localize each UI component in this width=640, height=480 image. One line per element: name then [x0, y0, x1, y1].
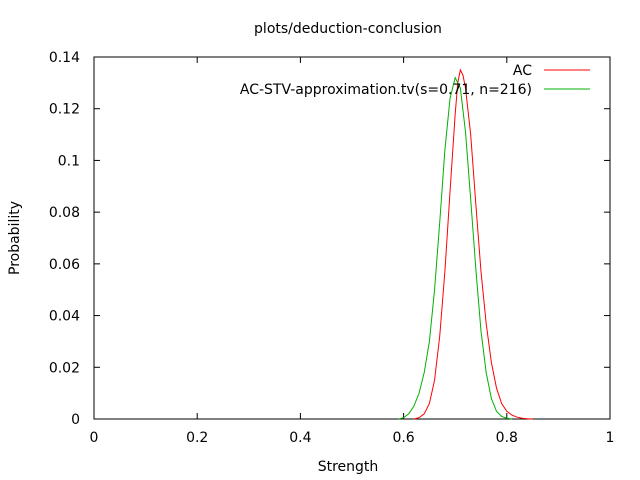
x-tick-label: 0 — [90, 430, 99, 446]
chart-title: plots/deduction-conclusion — [254, 21, 442, 37]
x-tick-label: 0.8 — [496, 430, 518, 446]
series-layer — [398, 68, 533, 420]
x-tick-label: 0.6 — [392, 430, 414, 446]
y-tick-label: 0 — [71, 412, 80, 428]
y-axis-label: Probability — [7, 201, 23, 275]
x-tick-label: 0.4 — [289, 430, 311, 446]
series-line-ac — [413, 68, 533, 420]
y-tick-label: 0.14 — [49, 50, 80, 66]
legend-label-ac-stv-approximation: AC-STV-approximation.tv(s=0.71, n=216) — [240, 82, 532, 98]
y-axis: 0 0.02 0.04 0.06 0.08 0.1 0.12 0.14 — [49, 50, 610, 428]
plot-frame — [93, 56, 611, 420]
legend: AC AC-STV-approximation.tv(s=0.71, n=216… — [240, 63, 590, 98]
x-axis: 0 0.2 0.4 0.6 0.8 1 — [90, 57, 615, 446]
y-tick-label: 0.12 — [49, 102, 80, 118]
x-axis-label: Strength — [318, 459, 379, 475]
y-tick-label: 0.02 — [49, 360, 80, 376]
legend-label-ac: AC — [513, 63, 532, 79]
x-tick-label: 0.2 — [186, 430, 208, 446]
series-line-ac-stv-approximation — [398, 76, 513, 420]
x-tick-label: 1 — [606, 430, 615, 446]
y-tick-label: 0.1 — [58, 153, 80, 169]
y-tick-label: 0.06 — [49, 257, 80, 273]
y-tick-label: 0.08 — [49, 205, 80, 221]
y-tick-label: 0.04 — [49, 309, 80, 325]
